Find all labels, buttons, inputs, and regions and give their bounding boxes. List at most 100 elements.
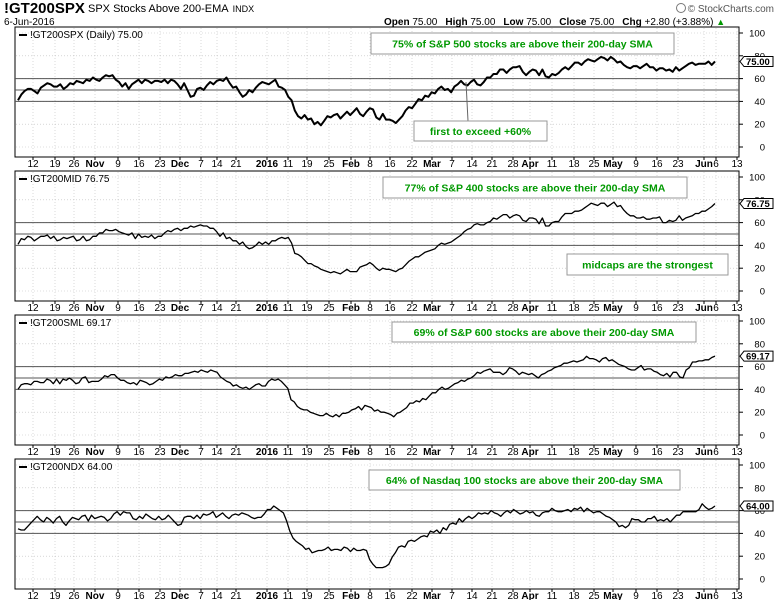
- x-tick-label: 13: [731, 159, 743, 170]
- x-tick-label: 23: [672, 447, 684, 458]
- x-tick-label: 22: [406, 303, 418, 314]
- x-tick-label: 8: [367, 159, 373, 170]
- annotation-text: 77% of S&P 400 stocks are above their 20…: [405, 183, 666, 195]
- x-tick-label: 16: [384, 447, 396, 458]
- x-tick-label: May: [603, 159, 623, 170]
- annotation-pointer: [465, 81, 469, 122]
- x-tick-label: Feb: [342, 591, 360, 600]
- x-tick-label: 12: [27, 303, 39, 314]
- x-tick-label: 14: [211, 159, 223, 170]
- y-tick-label: 20: [754, 408, 765, 419]
- x-tick-label: 23: [154, 159, 166, 170]
- high-value: 75.00: [470, 17, 496, 28]
- x-tick-label: 23: [672, 303, 684, 314]
- x-tick-label: 9: [633, 303, 639, 314]
- x-tick-label: Jun: [695, 447, 713, 458]
- x-tick-label: 2016: [256, 303, 279, 314]
- annotation-text: 64% of Nasdaq 100 stocks are above their…: [386, 475, 664, 487]
- chart-symbol: !GT200SPX: [4, 0, 85, 17]
- x-tick-label: 8: [367, 447, 373, 458]
- annotation-box: [566, 253, 729, 276]
- credit-text: © StockCharts.com: [687, 4, 774, 15]
- x-tick-label: 11: [283, 591, 294, 600]
- x-tick-label: 6: [713, 447, 719, 458]
- x-tick-label: 7: [449, 159, 455, 170]
- x-tick-label: 9: [115, 303, 121, 314]
- panel-label: !GT200SML 69.17: [30, 318, 112, 329]
- x-tick-label: 18: [568, 159, 580, 170]
- x-tick-label: 9: [115, 159, 121, 170]
- x-tick-label: 16: [384, 591, 396, 600]
- x-tick-label: 19: [49, 303, 61, 314]
- x-tick-label: 21: [230, 303, 242, 314]
- y-tick-label: 100: [749, 29, 765, 40]
- x-tick-label: 16: [651, 303, 663, 314]
- stockcharts-credit[interactable]: © StockCharts.com: [675, 3, 774, 15]
- series-line: [17, 503, 716, 569]
- last-value-tag: [739, 350, 774, 362]
- y-tick-label: 40: [754, 385, 765, 396]
- x-tick-label: 9: [633, 447, 639, 458]
- x-tick-label: Nov: [86, 447, 105, 458]
- x-tick-label: 7: [198, 591, 204, 600]
- x-tick-label: 14: [466, 447, 478, 458]
- x-tick-label: 23: [154, 447, 166, 458]
- x-tick-label: 19: [49, 591, 61, 600]
- x-tick-label: Nov: [86, 159, 105, 170]
- x-tick-label: 26: [68, 159, 80, 170]
- x-tick-label: 2016: [256, 159, 279, 170]
- change-arrow-icon: ▲: [716, 17, 726, 27]
- y-tick-label: 40: [754, 529, 765, 540]
- close-value: 75.00: [589, 17, 615, 28]
- x-tick-label: 18: [568, 447, 580, 458]
- y-tick-label: 100: [749, 173, 765, 184]
- x-tick-label: Apr: [521, 303, 538, 314]
- y-tick-label: 80: [754, 483, 765, 494]
- x-tick-label: 7: [198, 159, 204, 170]
- annotation-text: 69% of S&P 600 stocks are above their 20…: [414, 327, 675, 339]
- x-tick-label: 25: [323, 159, 335, 170]
- close-label: Close: [559, 17, 587, 28]
- annotation-box: [391, 321, 697, 343]
- x-tick-label: 23: [154, 303, 166, 314]
- x-tick-label: 26: [68, 303, 80, 314]
- x-tick-label: 23: [154, 591, 166, 600]
- open-value: 75.00: [412, 17, 438, 28]
- x-tick-label: 16: [133, 447, 145, 458]
- open-label: Open: [384, 17, 410, 28]
- change-label: Chg: [622, 17, 642, 28]
- x-tick-label: 25: [588, 303, 600, 314]
- x-tick-label: 13: [731, 591, 743, 600]
- y-tick-label: 100: [749, 317, 765, 328]
- x-tick-label: 2016: [256, 447, 279, 458]
- annotation-text: 75% of S&P 500 stocks are above their 20…: [392, 39, 653, 51]
- last-value-label: 76.75: [746, 199, 770, 210]
- annotation-text: first to exceed +60%: [430, 126, 532, 138]
- chart-panel-3: 0 20 40 60 80 100 69.17 !GT200SML 69.17 69% of S…: [14, 314, 774, 458]
- panel-label: !GT200SPX (Daily) 75.00: [30, 30, 143, 41]
- y-tick-label: 60: [754, 506, 765, 517]
- y-tick-label: 20: [754, 120, 765, 131]
- x-tick-label: 13: [731, 303, 743, 314]
- x-tick-label: 19: [301, 159, 313, 170]
- last-value-tag: [739, 198, 774, 210]
- y-tick-label: 0: [760, 287, 765, 298]
- x-tick-label: 28: [507, 591, 519, 600]
- x-tick-label: 6: [713, 303, 719, 314]
- x-tick-label: 14: [466, 591, 478, 600]
- x-tick-label: 12: [27, 447, 39, 458]
- x-tick-label: 14: [466, 303, 478, 314]
- annotation-text: midcaps are the strongest: [582, 260, 713, 272]
- x-tick-label: 16: [651, 591, 663, 600]
- low-label: Low: [503, 17, 524, 28]
- x-tick-label: Apr: [521, 591, 538, 600]
- x-tick-label: 22: [406, 447, 418, 458]
- x-tick-label: 16: [133, 159, 145, 170]
- y-tick-label: 0: [760, 575, 765, 586]
- x-tick-label: Nov: [86, 591, 105, 600]
- x-tick-label: 25: [323, 303, 335, 314]
- x-tick-label: 14: [211, 591, 223, 600]
